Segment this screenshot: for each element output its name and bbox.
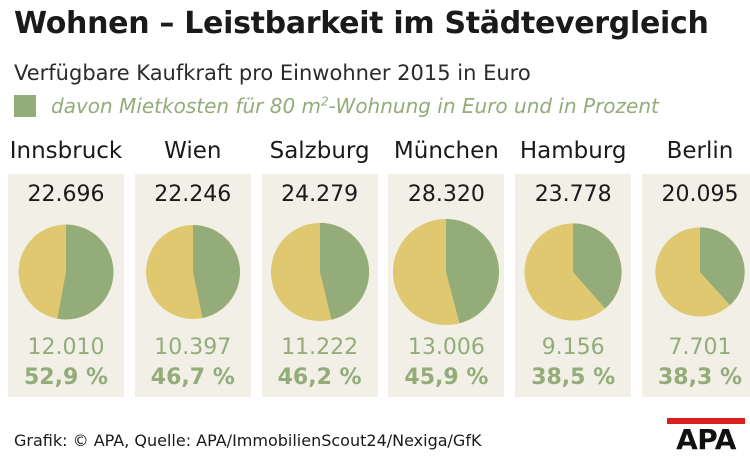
- apa-logo-bar: [667, 418, 745, 424]
- pie-chart: [270, 222, 369, 322]
- kaufkraft-value: 22.696: [27, 182, 105, 207]
- legend-text: davon Mietkosten für 80 m2-Wohnung in Eu…: [51, 94, 659, 118]
- city-column-hamburg: Hamburg 23.778 9.156 38,5 %: [515, 138, 632, 398]
- city-panels: Innsbruck 22.696 12.010 52,9 % Wien 22.246 10.…: [0, 138, 750, 398]
- pie-slice-rent: [446, 219, 500, 324]
- chart-title: Wohnen – Leistbarkeit im Städtevergleich: [14, 6, 709, 41]
- city-column-wien: Wien 22.246 10.397 46,7 %: [134, 138, 251, 398]
- city-column-innsbruck: Innsbruck 22.696 12.010 52,9 %: [8, 138, 124, 398]
- city-panel: 28.320 13.006 45,9 %: [388, 174, 505, 397]
- apa-logo: APA: [667, 418, 745, 458]
- legend: davon Mietkosten für 80 m2-Wohnung in Eu…: [14, 94, 659, 118]
- pie-chart: [145, 225, 240, 319]
- rent-percent: 38,3 %: [658, 365, 742, 390]
- rent-percent: 46,7 %: [150, 365, 235, 390]
- rent-value: 12.010: [27, 335, 105, 360]
- pie-chart: [393, 219, 500, 325]
- legend-text-part2: -Wohnung in Euro und in Prozent: [328, 94, 659, 118]
- kaufkraft-value: 22.246: [154, 182, 232, 207]
- city-name: Innsbruck: [9, 138, 123, 164]
- rent-value: 11.222: [281, 335, 359, 360]
- city-panel: 23.778 9.156 38,5 %: [515, 174, 632, 397]
- pie-chart: [524, 223, 622, 321]
- pie-slice-rent: [319, 222, 369, 320]
- rent-value: 10.397: [154, 335, 232, 360]
- city-name: Salzburg: [269, 138, 370, 164]
- pie-chart: [18, 224, 114, 320]
- city-name: München: [393, 138, 499, 164]
- city-panel: 24.279 11.222 46,2 %: [261, 174, 378, 397]
- legend-text-sup: 2: [321, 94, 329, 109]
- legend-swatch-rent: [14, 95, 36, 117]
- city-name: Berlin: [666, 138, 734, 164]
- city-panel: 20.095 7.701 38,3 %: [642, 174, 750, 397]
- kaufkraft-value: 24.279: [281, 182, 359, 207]
- rent-value: 9.156: [541, 335, 605, 360]
- apa-logo-text: APA: [676, 423, 736, 456]
- city-panel: 22.696 12.010 52,9 %: [8, 174, 124, 397]
- rent-value: 13.006: [407, 335, 485, 360]
- rent-value: 7.701: [668, 335, 732, 360]
- source-credit: Grafik: © APA, Quelle: APA/ImmobilienSco…: [14, 431, 482, 450]
- rent-percent: 52,9 %: [24, 365, 108, 390]
- city-column-muenchen: München 28.320 13.006 45,9 %: [388, 138, 505, 398]
- pie-chart: [655, 227, 745, 317]
- kaufkraft-value: 28.320: [407, 182, 485, 207]
- chart-subtitle: Verfügbare Kaufkraft pro Einwohner 2015 …: [14, 61, 531, 85]
- pie-slice-rent: [700, 227, 745, 306]
- city-name: Hamburg: [519, 138, 627, 164]
- city-panel: 22.246 10.397 46,7 %: [134, 174, 251, 397]
- rent-percent: 38,5 %: [531, 365, 616, 390]
- rent-percent: 46,2 %: [277, 365, 362, 390]
- kaufkraft-value: 20.095: [661, 182, 739, 207]
- pie-slice-rent: [192, 225, 240, 318]
- rent-percent: 45,9 %: [404, 365, 489, 390]
- city-name: Wien: [164, 138, 222, 164]
- city-column-salzburg: Salzburg 24.279 11.222 46,2 %: [261, 138, 378, 398]
- legend-text-part1: davon Mietkosten für 80 m: [51, 94, 322, 118]
- city-column-berlin: Berlin 20.095 7.701 38,3 %: [642, 138, 750, 398]
- pie-slice-rent: [57, 224, 114, 320]
- kaufkraft-value: 23.778: [534, 182, 612, 207]
- pie-slice-rent: [573, 223, 622, 309]
